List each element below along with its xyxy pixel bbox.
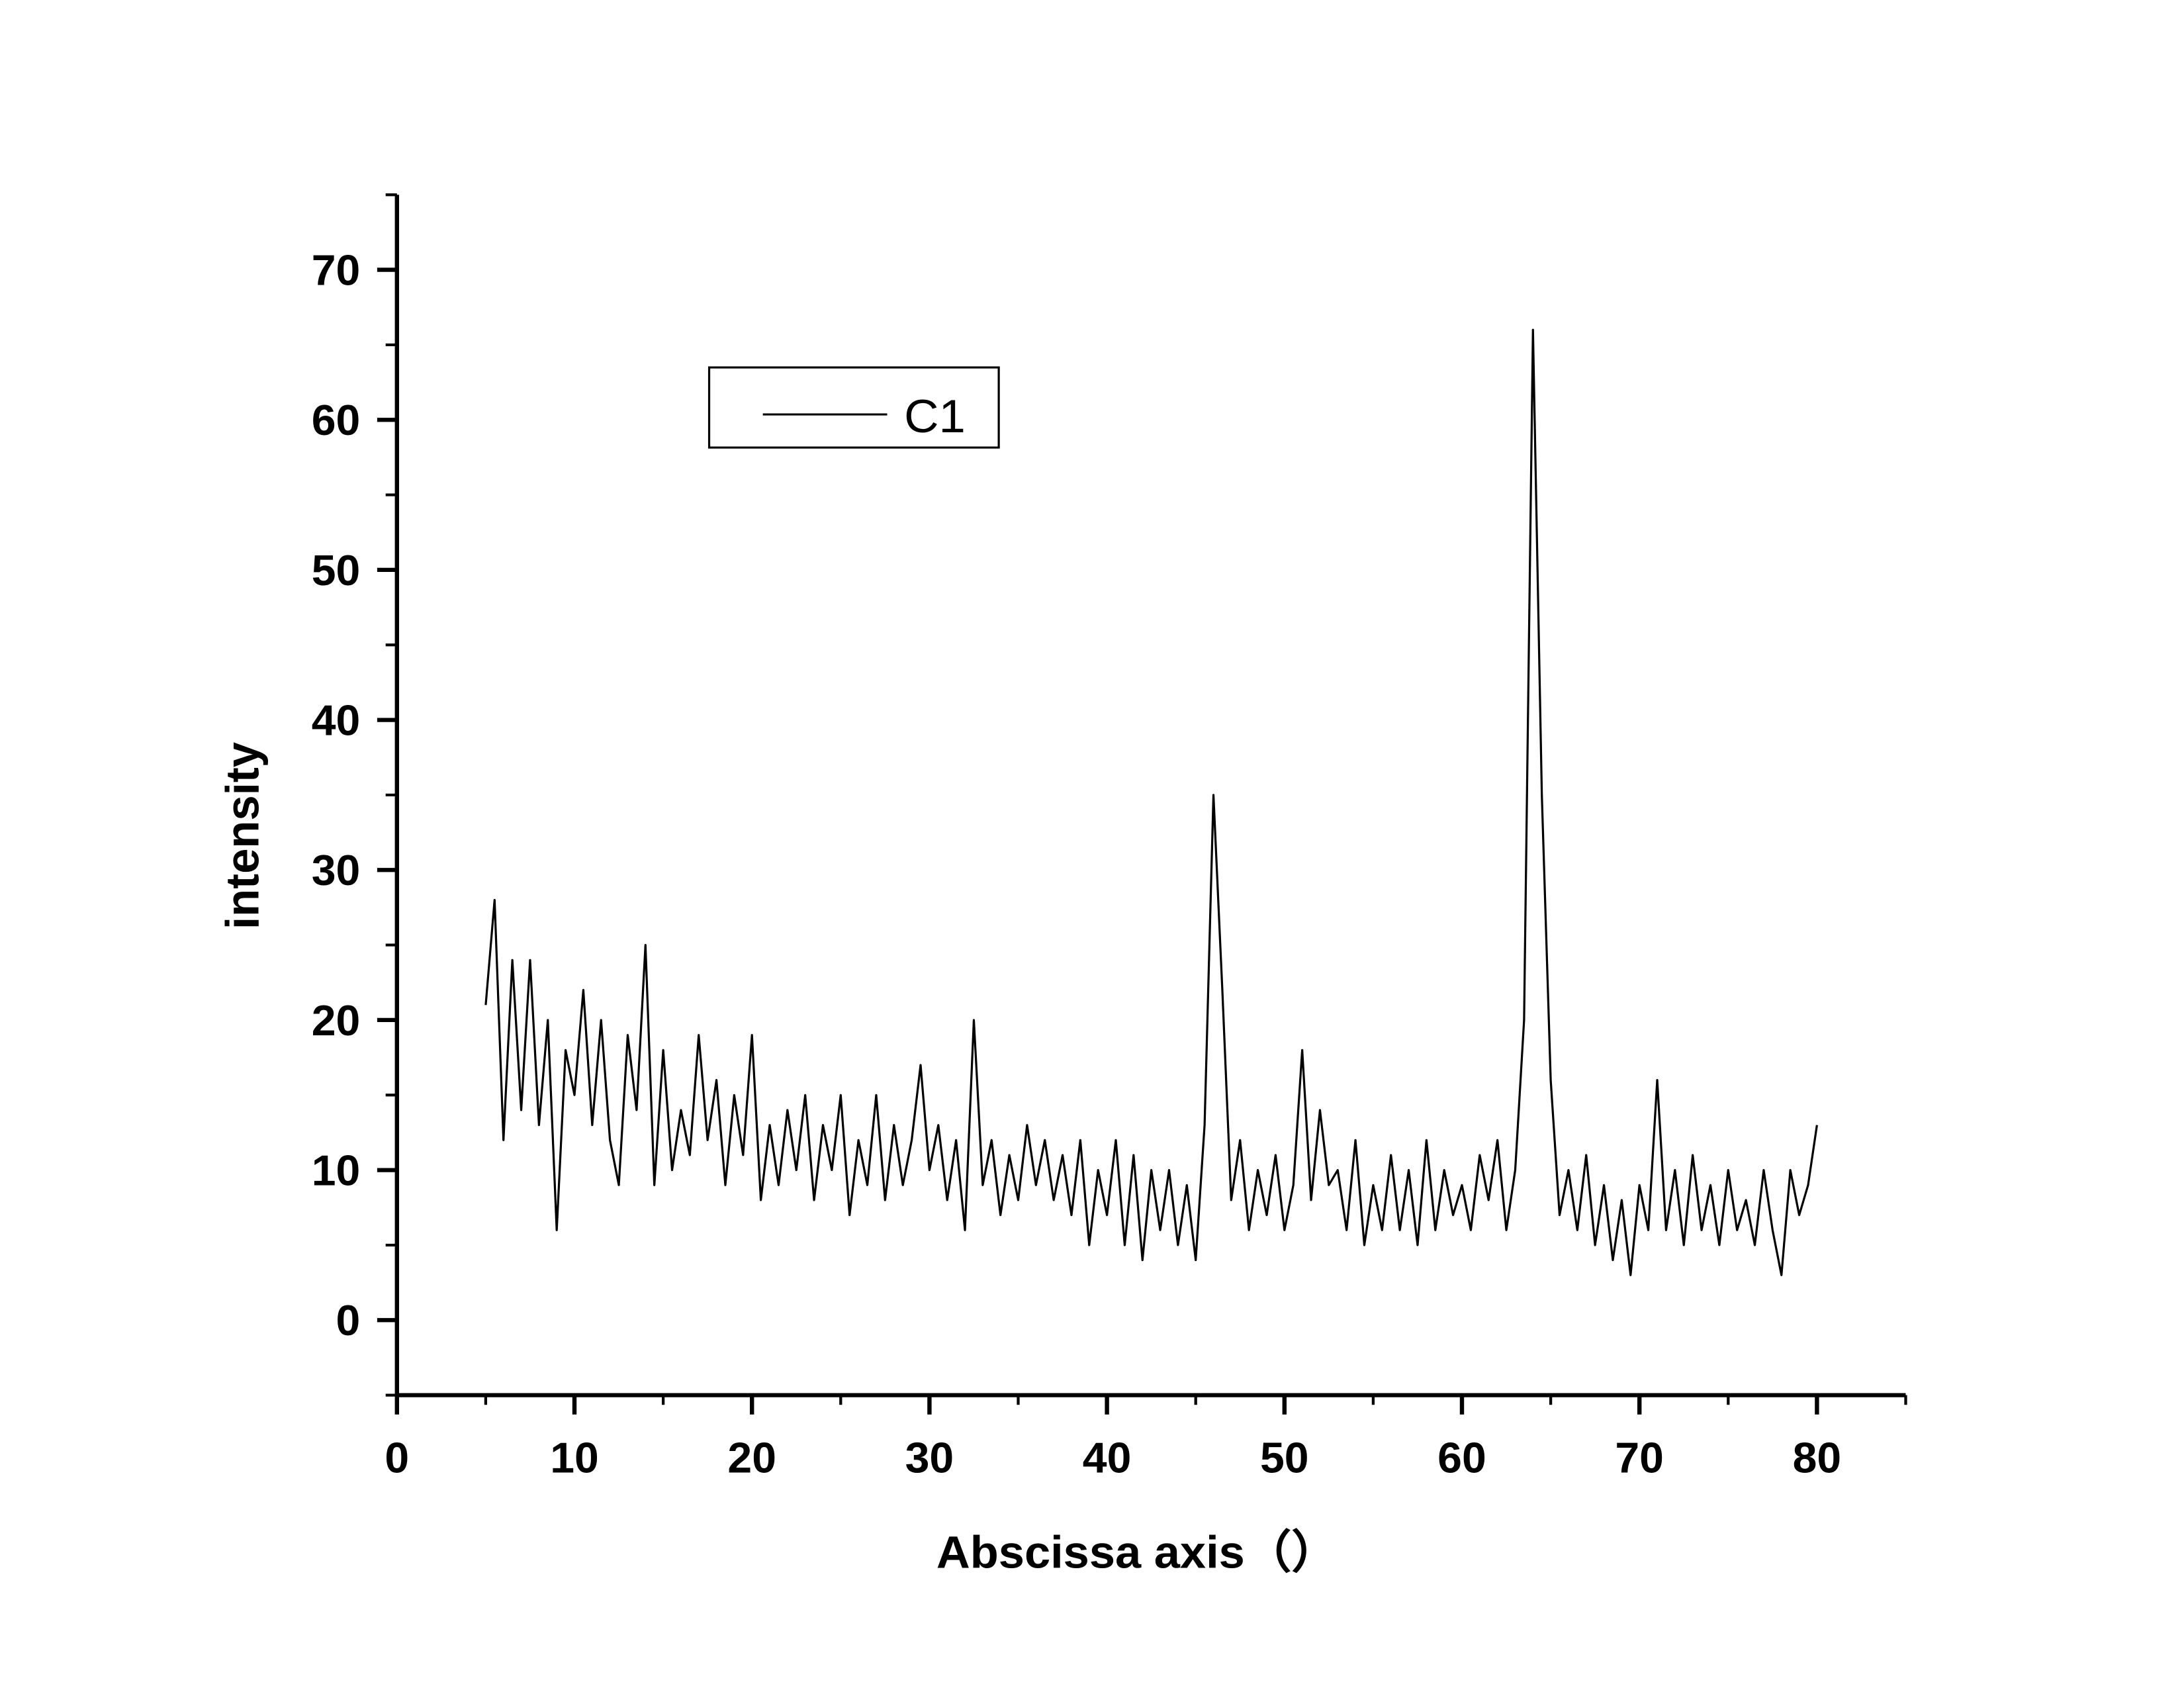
x-tick-label: 0 [385, 1434, 409, 1481]
y-tick-label: 0 [336, 1297, 361, 1344]
x-tick-label: 20 [727, 1434, 776, 1481]
y-tick-label: 50 [312, 547, 361, 594]
data-line [484, 328, 1818, 1276]
y-axis-title: intensity [216, 742, 269, 929]
y-tick-label: 20 [312, 997, 361, 1045]
x-tick-label: 40 [1083, 1434, 1132, 1481]
x-tick-label: 50 [1260, 1434, 1309, 1481]
x-tick-label: 60 [1437, 1434, 1486, 1481]
x-tick-label: 30 [905, 1434, 954, 1481]
x-tick-label: 70 [1615, 1434, 1664, 1481]
legend: C1 [707, 366, 1000, 449]
x-tick-label: 10 [550, 1434, 599, 1481]
y-tick-label: 30 [312, 847, 361, 894]
y-tick-label: 40 [312, 696, 361, 744]
x-axis-title: Abscissa axis（） [936, 1526, 1338, 1577]
y-tick-label: 70 [312, 246, 361, 294]
legend-label: C1 [904, 391, 966, 443]
y-tick-label: 60 [312, 397, 361, 444]
legend-box [707, 366, 1000, 449]
x-tick-label: 80 [1793, 1434, 1842, 1481]
y-tick-label: 10 [312, 1147, 361, 1194]
